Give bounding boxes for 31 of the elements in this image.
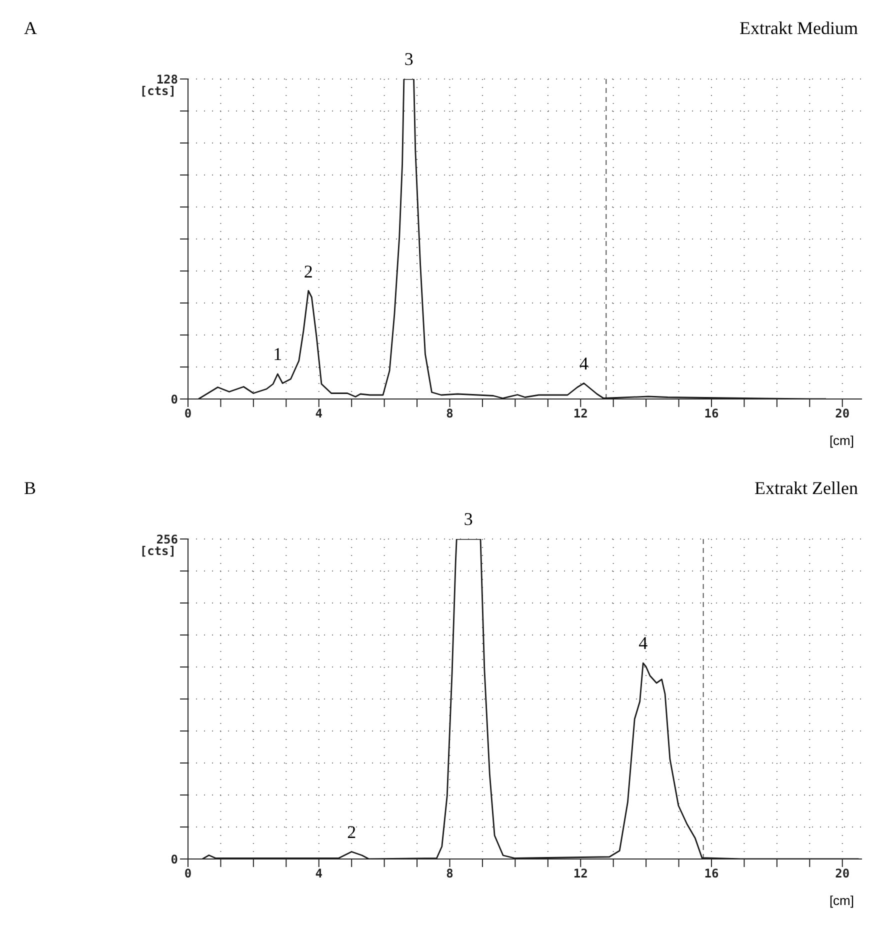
x-tick-label: 8 (446, 406, 454, 421)
y-tick-label: 0 (170, 392, 178, 406)
x-tick-label: 12 (573, 866, 588, 881)
annotation: 1 (273, 344, 282, 364)
x-axis-title: [cm] (829, 433, 854, 448)
annotation: 2 (304, 262, 313, 282)
y-tick-label: 128 (156, 72, 178, 86)
x-tick-label: 8 (446, 866, 454, 881)
y-axis-title: [cts] (140, 544, 176, 558)
x-axis-title: [cm] (829, 893, 854, 908)
annotation: 4 (579, 353, 588, 374)
x-tick-label: 0 (184, 866, 192, 881)
x-tick-label: 4 (315, 866, 322, 881)
annotation: 3 (464, 509, 473, 529)
annotation: 2 (347, 822, 356, 842)
x-tick-label: 0 (184, 406, 192, 421)
x-tick-label: 16 (704, 406, 719, 421)
x-tick-label: 4 (315, 406, 322, 421)
x-tick-label: 20 (835, 866, 850, 881)
x-tick-label: 12 (573, 406, 588, 421)
chart-title: Extrakt Zellen (754, 478, 858, 499)
y-tick-label: 0 (170, 852, 178, 866)
text: A (24, 18, 37, 38)
y-axis-title: [cts] (140, 84, 176, 98)
chart-title: Extrakt Medium (740, 18, 858, 39)
annotation: 4 (638, 633, 648, 654)
y-tick-label: 256 (156, 532, 178, 546)
x-tick-label: 20 (835, 406, 850, 421)
annotation: 3 (404, 49, 414, 69)
text: B (24, 478, 36, 498)
x-tick-label: 16 (704, 866, 719, 881)
